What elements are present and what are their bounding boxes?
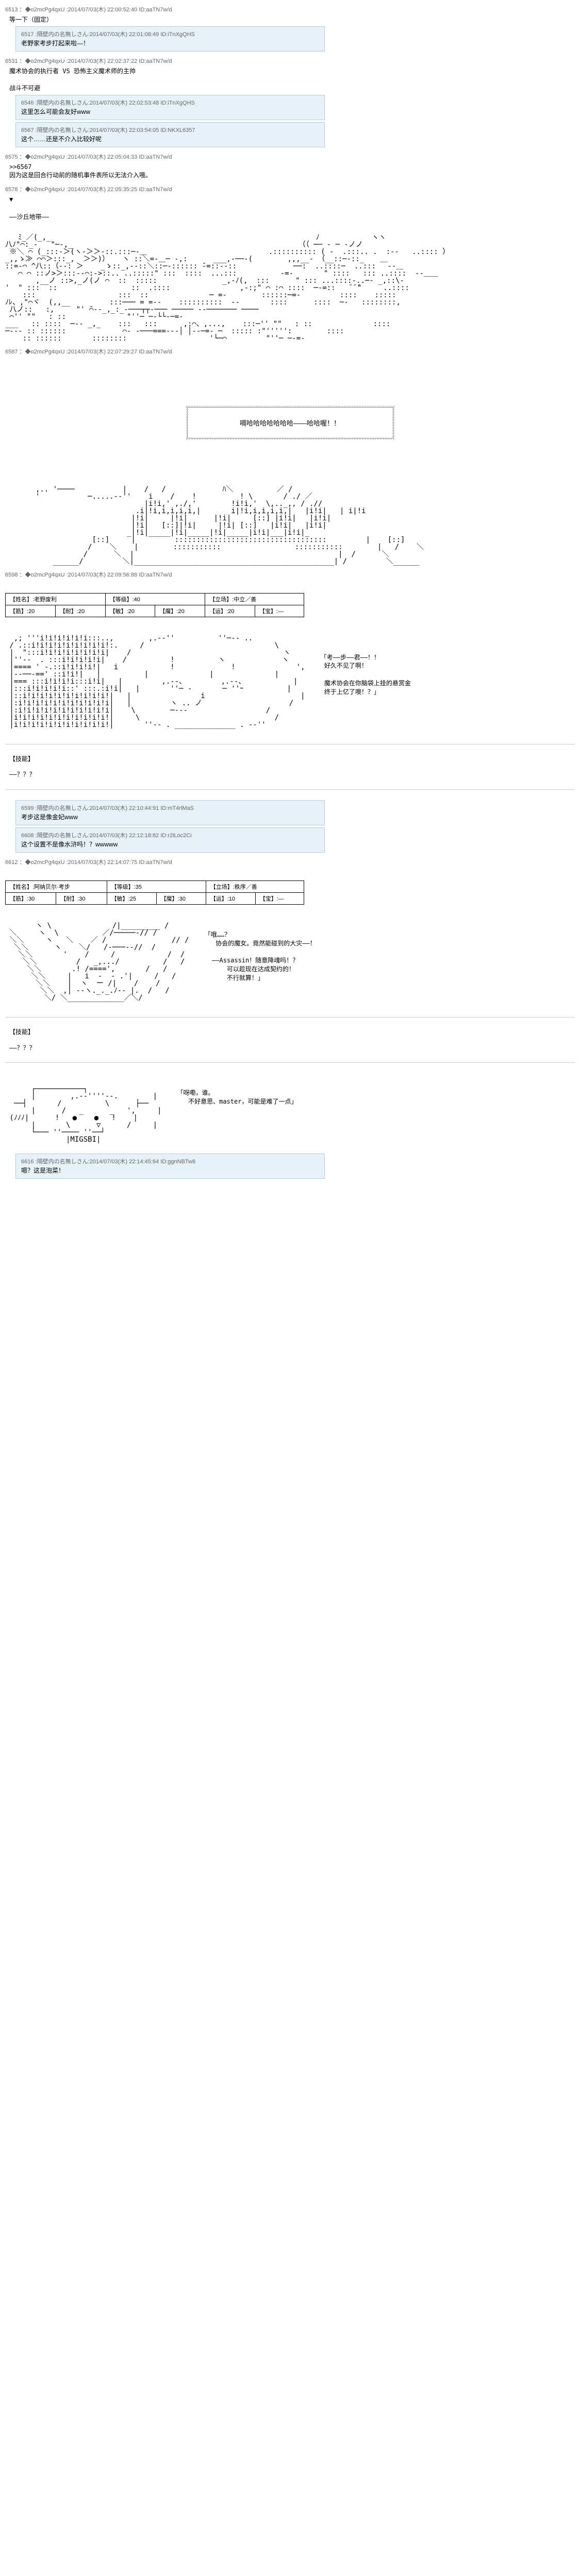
post-header: 6598 ：◆o2mcPg4qxU :2014/07/03(木) 22:09:5… xyxy=(5,570,575,579)
reply-header: 6567 :隔壁内の名無しさん:2014/07/03(木) 22:03:54:0… xyxy=(21,126,319,134)
reply-body: 嗯？这是泡菜！ xyxy=(21,1166,319,1175)
stat-key: 【敏】 xyxy=(111,896,128,902)
reply-header: 6616 :隔壁内の名無しさん:2014/07/03(木) 22:14:45:6… xyxy=(21,1157,319,1165)
ascii-art-face: ,; '''i!i!i!i!i!i:::.., ,.-‐'' ''─‐- .. … xyxy=(5,628,305,728)
post: 6599 :隔壁内の名無しさん:2014/07/03(木) 22:10:44:9… xyxy=(0,800,580,853)
reply-body: 这个设置不是像水浒吗！？wwwww xyxy=(21,840,319,849)
stat-val: 20 xyxy=(28,608,35,615)
stat-key: 【立场】 xyxy=(209,597,232,603)
post-header: 6531 ：◆o2mcPg4qxU :2014/07/03(木) 22:02:3… xyxy=(5,57,575,65)
stat-val: 30 xyxy=(28,896,35,902)
stat-val: 20 xyxy=(78,608,85,615)
post: 6616 :隔壁内の名無しさん:2014/07/03(木) 22:14:45:6… xyxy=(0,1154,580,1179)
reply-box: 6567 :隔壁内の名無しさん:2014/07/03(木) 22:03:54:0… xyxy=(15,122,325,147)
reply-body: 这里怎么可能会友好www xyxy=(21,108,319,116)
reply-header: 6608 :隔壁内の名無しさん:2014/07/03(木) 22:12:18:8… xyxy=(21,831,319,839)
stat-val: 30 xyxy=(179,896,186,902)
stat-key: 【等级】 xyxy=(111,884,134,890)
reply-body: 这个……还是不介入比较好呢 xyxy=(21,135,319,144)
post: 6587 ：◆o2mcPg4qxU :2014/07/03(木) 22:07:2… xyxy=(0,347,580,565)
stat-val: 10 xyxy=(229,896,235,902)
post: 6531 ：◆o2mcPg4qxU :2014/07/03(木) 22:02:3… xyxy=(0,57,580,147)
stat-key: 【魔】 xyxy=(159,608,176,615)
post-body: >>6567 因为这是回合行动前的随机事件表所以无法介入哦。 xyxy=(9,163,575,180)
skills-label: 【技能】 xyxy=(9,1028,575,1037)
post-header: 6513 ：◆o2mcPg4qxU :2014/07/03(木) 22:00:5… xyxy=(5,5,575,13)
stat-val: 30 xyxy=(79,896,85,902)
post: 6513 ：◆o2mcPg4qxU :2014/07/03(木) 22:00:5… xyxy=(0,5,580,52)
stat-val: 秩序／善 xyxy=(235,884,257,890)
post: 6578 ：◆o2mcPg4qxU :2014/07/03(木) 22:05:3… xyxy=(0,185,580,342)
stat-key: 【运】 xyxy=(210,896,227,902)
stat-key: 【筋】 xyxy=(10,896,27,902)
shout-box: 嗝哈哈哈哈哈哈哈——哈哈喔！！ xyxy=(187,407,393,438)
reply-box: 6608 :隔壁内の名無しさん:2014/07/03(木) 22:12:18:8… xyxy=(15,827,325,853)
stat-val: 20 xyxy=(178,608,184,615)
skills-body: ——？？？ xyxy=(9,1044,575,1053)
skills-label: 【技能】 xyxy=(9,755,575,764)
ascii-art-face-small: ┌───────────┐ | ,.-‐''''‐-. | ──┤ / \ ├─… xyxy=(5,1078,161,1143)
stat-val: 阿纳贝尔·考步 xyxy=(34,884,70,890)
divider xyxy=(5,1062,575,1063)
stat-key: 【魔】 xyxy=(161,896,178,902)
stat-key: 【姓名】 xyxy=(10,597,32,603)
stat-key: 【姓名】 xyxy=(10,884,32,890)
stat-val: 20 xyxy=(128,608,135,615)
stat-key: 【运】 xyxy=(209,608,226,615)
post-header: 6612 ：◆o2mcPg4qxU :2014/07/03(木) 22:14:0… xyxy=(5,858,575,866)
post: 6598 ：◆o2mcPg4qxU :2014/07/03(木) 22:09:5… xyxy=(0,570,580,790)
stat-table: 【姓名】:阿纳贝尔·考步 【等级】:35 【立场】:秩序／善 【筋】:30 【耐… xyxy=(5,880,304,905)
dialogue: 「考——步——君——！！ 好久不见了啊！ 魔术协会在你脑袋上挂的悬赏金 终于上亿… xyxy=(321,653,411,697)
stat-val: 老野废利 xyxy=(34,597,57,603)
dialogue: 「哦……？ 协会的魔女。竟然能碰到的大灾——！ ——Assassin！随意降魂吗… xyxy=(205,930,316,982)
stat-val: — xyxy=(278,608,284,615)
reply-header: 6517 :隔壁内の名無しさん:2014/07/03(木) 22:01:08:4… xyxy=(21,30,319,38)
reply-box: 6546 :隔壁内の名無しさん:2014/07/03(木) 22:02:53:4… xyxy=(15,95,325,120)
skills-body: ——？？？ xyxy=(9,770,575,779)
stat-val: 中立／善 xyxy=(234,597,256,603)
reply-box: 6517 :隔壁内の名無しさん:2014/07/03(木) 22:01:08:4… xyxy=(15,26,325,52)
ascii-caption: ▼ ——沙丘地带—— xyxy=(9,195,575,221)
stat-val: 35 xyxy=(136,884,142,890)
stat-val: 25 xyxy=(130,896,136,902)
stat-key: 【耐】 xyxy=(60,896,77,902)
ascii-art-face: ヽ \ /|_________ / ＼ ヽ \ ／/─────‐// / ＼＼ … xyxy=(5,915,189,1002)
post-body: 等一下（固定） xyxy=(9,15,575,24)
ascii-art-castle: ,.. '──── | / / ﾊ＼ ／ / ' ─.....-‐'' i / … xyxy=(5,479,575,565)
post-header: 6578 ：◆o2mcPg4qxU :2014/07/03(木) 22:05:3… xyxy=(5,185,575,193)
stat-val: 40 xyxy=(134,597,140,603)
reply-body: 考步这是像金妃www xyxy=(21,813,319,822)
reply-body: 老野家考步打起来啦—！ xyxy=(21,39,319,48)
stat-val: 20 xyxy=(228,608,234,615)
post: 6575 ：◆o2mcPg4qxU :2014/07/03(木) 22:05:0… xyxy=(0,152,580,180)
post-header: 6575 ：◆o2mcPg4qxU :2014/07/03(木) 22:05:0… xyxy=(5,152,575,161)
stat-key: 【敏】 xyxy=(110,608,127,615)
stat-key: 【宝】 xyxy=(260,896,277,902)
stat-key: 【耐】 xyxy=(60,608,77,615)
reply-header: 6599 :隔壁内の名無しさん:2014/07/03(木) 22:10:44:9… xyxy=(21,804,319,812)
stat-key: 【立场】 xyxy=(210,884,233,890)
reply-box: 6599 :隔壁内の名無しさん:2014/07/03(木) 22:10:44:9… xyxy=(15,800,325,825)
post-header: 6587 ：◆o2mcPg4qxU :2014/07/03(木) 22:07:2… xyxy=(5,347,575,355)
divider xyxy=(5,1017,575,1018)
shout-text: 嗝哈哈哈哈哈哈哈——哈哈喔！！ xyxy=(240,419,340,427)
stat-key: 【等级】 xyxy=(110,597,132,603)
stat-key: 【宝】 xyxy=(259,608,276,615)
stat-table: 【姓名】:老野废利 【等级】:40 【立场】:中立／善 【筋】:20 【耐】:2… xyxy=(5,593,304,617)
divider xyxy=(5,789,575,790)
post: 6612 ：◆o2mcPg4qxU :2014/07/03(木) 22:14:0… xyxy=(0,858,580,1149)
post-body: 魔术协会的执行者 VS 恐怖主义魔术师的主帅 战斗不可避 xyxy=(9,67,575,93)
reply-box: 6616 :隔壁内の名無しさん:2014/07/03(木) 22:14:45:6… xyxy=(15,1154,325,1179)
stat-key: 【筋】 xyxy=(10,608,27,615)
stat-val: — xyxy=(278,896,284,902)
ascii-art-hills: ﾐ_／(_,_ ﾉ ヽヽ 八ﾉ"⌒:_- "─-,_ （（ ── ‐ ─ -ノノ… xyxy=(5,234,575,342)
reply-header: 6546 :隔壁内の名無しさん:2014/07/03(木) 22:02:53:4… xyxy=(21,98,319,107)
dialogue: 「呀嘞，谁。 不好意思、master，可能是难了一点」 xyxy=(177,1089,297,1106)
